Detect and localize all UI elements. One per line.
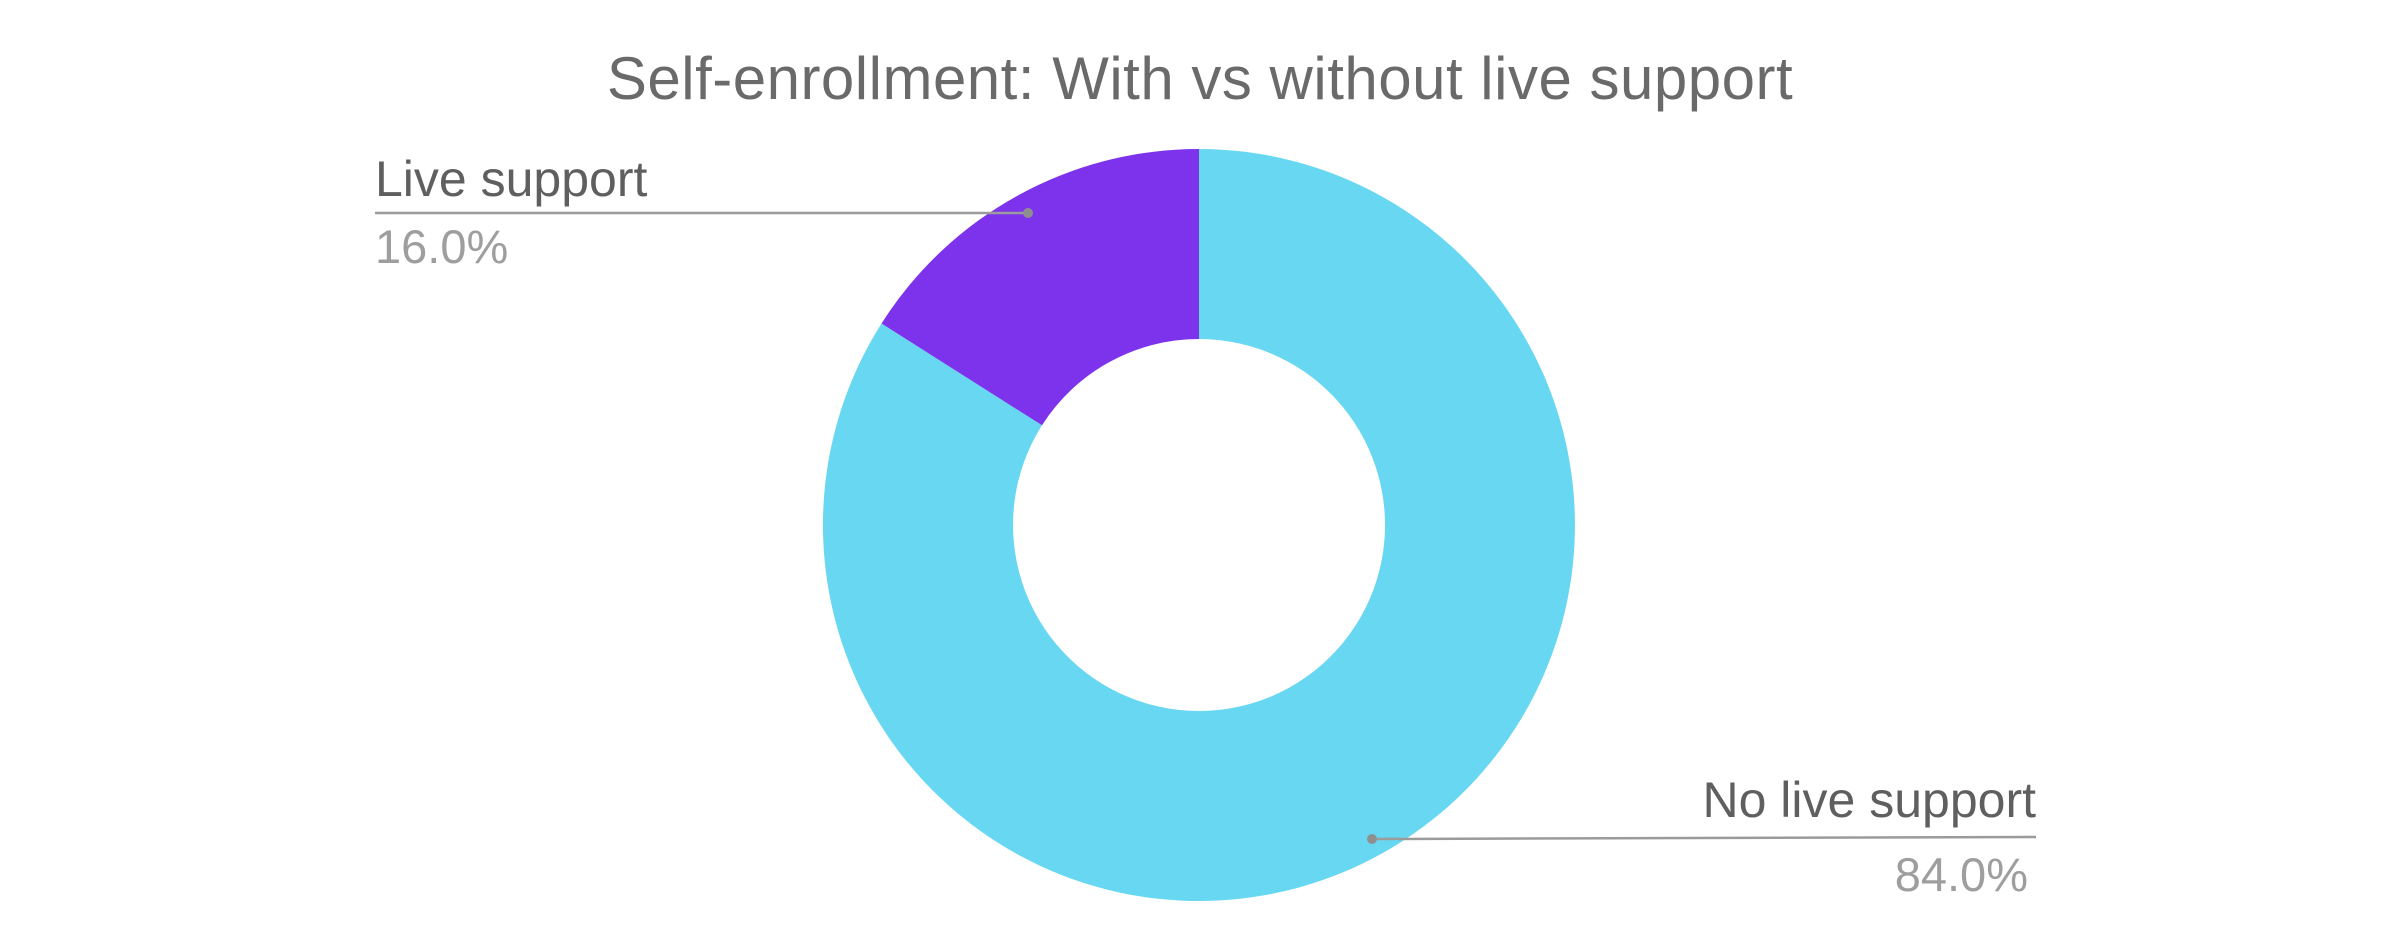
callout-label-no-live-support: No live support	[1702, 772, 2037, 828]
callout-label-live-support: Live support	[375, 151, 648, 207]
callout-percent-no-live-support: 84.0%	[1894, 848, 2028, 901]
callout-line-no-live-support	[1376, 835, 2037, 841]
slice-live-support[interactable]	[881, 148, 1200, 426]
callout-dot-no-live-support	[1367, 834, 1377, 844]
callout-percent-live-support: 16.0%	[375, 220, 509, 273]
slice-no-live-support[interactable]	[822, 149, 1575, 901]
chart-title: Self-enrollment: With vs without live su…	[606, 45, 1794, 112]
callout-dot-live-support	[1023, 208, 1033, 218]
